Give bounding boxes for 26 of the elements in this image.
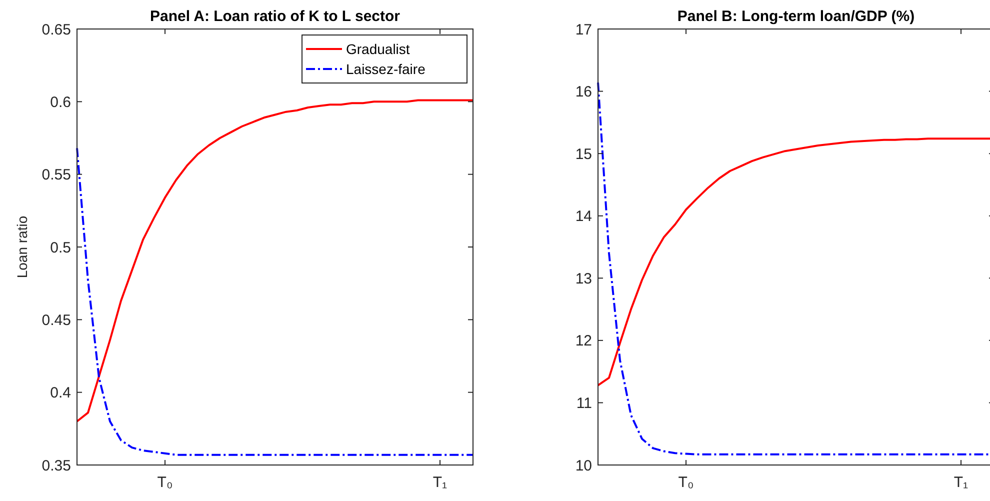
y-tick-label: 0.55 [42,166,71,184]
x-tick-label: T₁ [954,474,968,491]
x-tick-label: T₁ [432,474,448,491]
y-tick-label: 0.6 [50,94,71,111]
chart-title: Panel A: Loan ratio of K to L sector [150,8,400,25]
y-tick-label: 14 [575,208,592,226]
x-tick-label: T₀ [157,474,173,491]
chart-title: Panel B: Long-term loan/GDP (%) [677,8,915,25]
y-tick-label: 13 [575,270,592,288]
y-tick-label: 17 [575,21,592,38]
x-tick-label: T₀ [678,474,694,491]
y-tick-label: 0.4 [50,384,71,402]
y-tick-label: 0.5 [50,239,71,256]
y-tick-label: 11 [576,394,592,412]
legend-label: Gradualist [346,40,410,57]
legend-label: Laissez-faire [346,60,426,77]
y-tick-label: 12 [575,332,592,350]
y-tick-label: 16 [575,84,592,101]
y-tick-label: 10 [575,457,592,474]
y-tick-label: 0.35 [42,457,71,474]
line-series [76,99,474,422]
y-tick-label: 0.65 [42,21,71,38]
y-axis-title: Loan ratio [14,216,30,278]
line-series [76,147,474,456]
y-tick-label: 0.45 [42,312,71,329]
y-tick-label: 15 [575,146,592,163]
